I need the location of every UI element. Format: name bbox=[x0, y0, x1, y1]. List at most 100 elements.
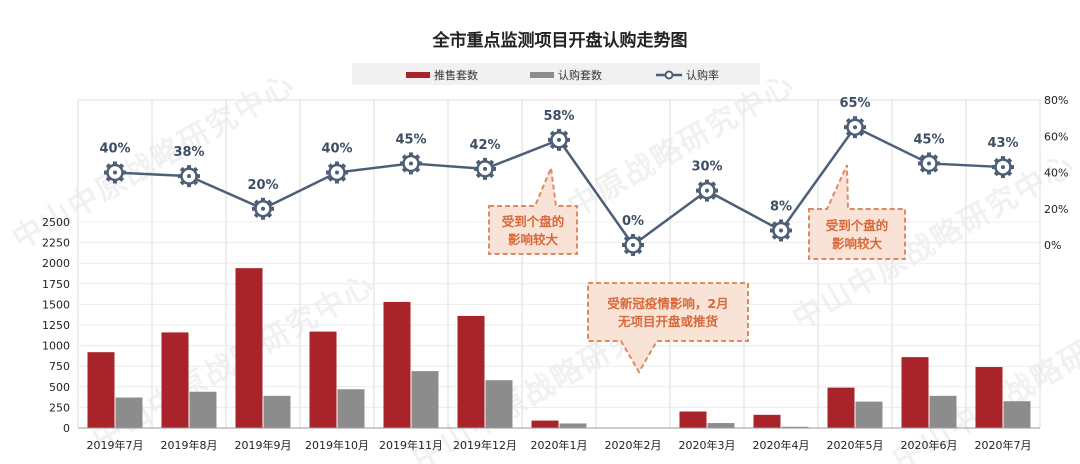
right-axis-tick-label: 40% bbox=[1044, 167, 1068, 180]
rate-marker-gear-icon bbox=[918, 152, 940, 175]
gear-hub bbox=[409, 161, 413, 166]
bar-subscribed bbox=[559, 423, 587, 428]
bar-subscribed bbox=[411, 371, 439, 428]
rate-marker-gear-icon bbox=[104, 161, 126, 184]
annotation-text: 无项目开盘或推货 bbox=[617, 314, 719, 329]
rate-marker-gear-icon bbox=[622, 234, 644, 256]
x-axis-tick-label: 2019年8月 bbox=[161, 438, 218, 452]
bar-sold bbox=[457, 315, 485, 428]
gear-hub bbox=[557, 137, 561, 142]
bar-series bbox=[87, 268, 1031, 428]
left-axis-tick-label: 1250 bbox=[42, 319, 70, 332]
gear-hub bbox=[927, 161, 931, 166]
legend-label-rate: 认购率 bbox=[686, 68, 719, 82]
x-axis-tick-label: 2020年7月 bbox=[975, 438, 1032, 452]
rate-data-label: 0% bbox=[622, 214, 644, 229]
legend-label-sold: 推售套数 bbox=[434, 68, 478, 82]
x-axis-tick-label: 2020年2月 bbox=[605, 438, 662, 452]
legend-swatch-subscribed bbox=[530, 72, 554, 78]
annotation-callout bbox=[488, 164, 578, 255]
gear-hub bbox=[261, 206, 265, 211]
x-axis-tick-label: 2019年7月 bbox=[87, 438, 144, 452]
x-axis-tick-label: 2019年11月 bbox=[379, 438, 443, 452]
bar-subscribed bbox=[485, 380, 513, 428]
rate-marker-gear-icon bbox=[696, 179, 718, 202]
left-axis-tick-label: 2000 bbox=[42, 257, 70, 270]
rate-data-label: 65% bbox=[839, 96, 870, 111]
bar-subscribed bbox=[263, 395, 291, 428]
right-axis: 0% 20% 40% 60% 80% bbox=[1044, 94, 1068, 252]
right-axis-tick-label: 20% bbox=[1044, 203, 1068, 216]
annotation-text: 影响较大 bbox=[832, 236, 883, 251]
rate-data-label: 45% bbox=[395, 132, 426, 147]
legend-swatch-rate-marker bbox=[664, 70, 674, 80]
rate-data-label: 43% bbox=[987, 136, 1018, 151]
gear-hub bbox=[631, 243, 635, 247]
x-axis-tick-label: 2020年1月 bbox=[531, 438, 588, 452]
rate-line-series: 40% 38% 20% 40% 45% 42% 58% 0% 30% 8% 65% 45% 43% bbox=[99, 96, 1019, 256]
rate-data-label: 30% bbox=[691, 160, 722, 175]
bar-sold bbox=[235, 268, 263, 428]
bar-sold bbox=[753, 414, 781, 428]
annotation-callout bbox=[587, 282, 749, 374]
rate-marker-gear-icon bbox=[992, 156, 1014, 179]
bar-sold bbox=[383, 301, 411, 428]
legend: 推售套数 认购套数 认购率 bbox=[352, 63, 760, 85]
bar-sold bbox=[827, 387, 855, 428]
bar-sold bbox=[87, 352, 115, 428]
right-axis-tick-label: 60% bbox=[1044, 130, 1068, 143]
bar-subscribed bbox=[707, 423, 735, 428]
rate-marker-gear-icon bbox=[178, 165, 200, 188]
rate-data-label: 38% bbox=[173, 145, 204, 160]
gear-hub bbox=[187, 174, 191, 179]
bar-subscribed bbox=[115, 397, 143, 428]
gear-hub bbox=[779, 228, 783, 233]
gear-hub bbox=[853, 125, 857, 130]
annotation-text: 受新冠疫情影响，2月 bbox=[607, 296, 728, 311]
rate-marker-gear-icon bbox=[326, 161, 348, 184]
rate-data-label: 40% bbox=[99, 142, 130, 157]
rate-marker-gear-icon bbox=[400, 152, 422, 175]
x-axis-tick-label: 2019年9月 bbox=[235, 438, 292, 452]
bar-subscribed bbox=[337, 389, 365, 428]
right-axis-tick-label: 0% bbox=[1044, 239, 1061, 252]
annotation-text: 受到个盘的 bbox=[826, 218, 889, 233]
legend-swatch-sold bbox=[406, 72, 430, 78]
rate-data-label: 42% bbox=[469, 138, 500, 153]
bar-sold bbox=[679, 411, 707, 428]
x-axis-tick-label: 2020年5月 bbox=[827, 438, 884, 452]
rate-data-label: 45% bbox=[913, 132, 944, 147]
rate-data-label: 40% bbox=[321, 142, 352, 157]
left-axis-tick-label: 0 bbox=[63, 422, 70, 435]
left-axis-tick-label: 2500 bbox=[42, 216, 70, 229]
annotation-text: 受到个盘的 bbox=[502, 214, 565, 229]
left-axis-tick-label: 250 bbox=[49, 401, 70, 414]
gear-hub bbox=[113, 170, 117, 175]
gear-hub bbox=[483, 166, 487, 171]
rate-data-label: 58% bbox=[543, 109, 574, 124]
bar-sold bbox=[531, 420, 559, 428]
x-axis: 2019年7月 2019年8月 2019年9月 2019年10月 2019年11月 201… bbox=[78, 427, 1040, 452]
rate-marker-gear-icon bbox=[252, 197, 274, 220]
x-axis-tick-label: 2020年6月 bbox=[901, 438, 958, 452]
annotation-callout bbox=[808, 164, 906, 260]
rate-marker-gear-icon bbox=[474, 157, 496, 180]
bar-subscribed bbox=[1003, 401, 1031, 428]
bar-subscribed bbox=[855, 401, 883, 428]
bar-sold bbox=[161, 332, 189, 428]
chart-title: 全市重点监测项目开盘认购走势图 bbox=[432, 30, 688, 51]
gear-hub bbox=[335, 170, 339, 175]
left-axis-tick-label: 1000 bbox=[42, 340, 70, 353]
gear-hub bbox=[705, 188, 709, 193]
x-axis-tick-label: 2019年10月 bbox=[305, 438, 369, 452]
left-axis-tick-label: 1750 bbox=[42, 278, 70, 291]
bar-sold bbox=[901, 357, 929, 428]
bar-subscribed bbox=[189, 391, 217, 428]
bar-sold bbox=[975, 367, 1003, 428]
rate-data-label: 20% bbox=[247, 178, 278, 193]
bar-subscribed bbox=[781, 426, 809, 428]
x-axis-tick-label: 2020年4月 bbox=[753, 438, 810, 452]
legend-background bbox=[352, 63, 760, 85]
